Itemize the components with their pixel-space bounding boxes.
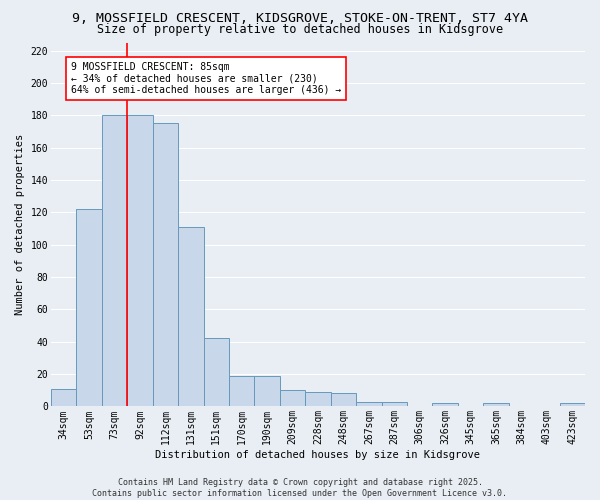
Y-axis label: Number of detached properties: Number of detached properties <box>15 134 25 315</box>
Bar <box>152 124 178 406</box>
Bar <box>483 403 509 406</box>
Bar <box>76 209 102 406</box>
Bar <box>51 388 76 406</box>
Text: 9 MOSSFIELD CRESCENT: 85sqm
← 34% of detached houses are smaller (230)
64% of se: 9 MOSSFIELD CRESCENT: 85sqm ← 34% of det… <box>71 62 341 95</box>
Bar <box>382 402 407 406</box>
Text: Contains HM Land Registry data © Crown copyright and database right 2025.
Contai: Contains HM Land Registry data © Crown c… <box>92 478 508 498</box>
Bar <box>331 394 356 406</box>
Bar <box>305 392 331 406</box>
Bar <box>560 403 585 406</box>
Text: Size of property relative to detached houses in Kidsgrove: Size of property relative to detached ho… <box>97 22 503 36</box>
Bar <box>127 116 152 406</box>
Bar <box>203 338 229 406</box>
Text: 9, MOSSFIELD CRESCENT, KIDSGROVE, STOKE-ON-TRENT, ST7 4YA: 9, MOSSFIELD CRESCENT, KIDSGROVE, STOKE-… <box>72 12 528 26</box>
X-axis label: Distribution of detached houses by size in Kidsgrove: Distribution of detached houses by size … <box>155 450 481 460</box>
Bar <box>356 402 382 406</box>
Bar <box>229 376 254 406</box>
Bar <box>178 227 203 406</box>
Bar <box>280 390 305 406</box>
Bar <box>254 376 280 406</box>
Bar <box>433 403 458 406</box>
Bar <box>102 116 127 406</box>
